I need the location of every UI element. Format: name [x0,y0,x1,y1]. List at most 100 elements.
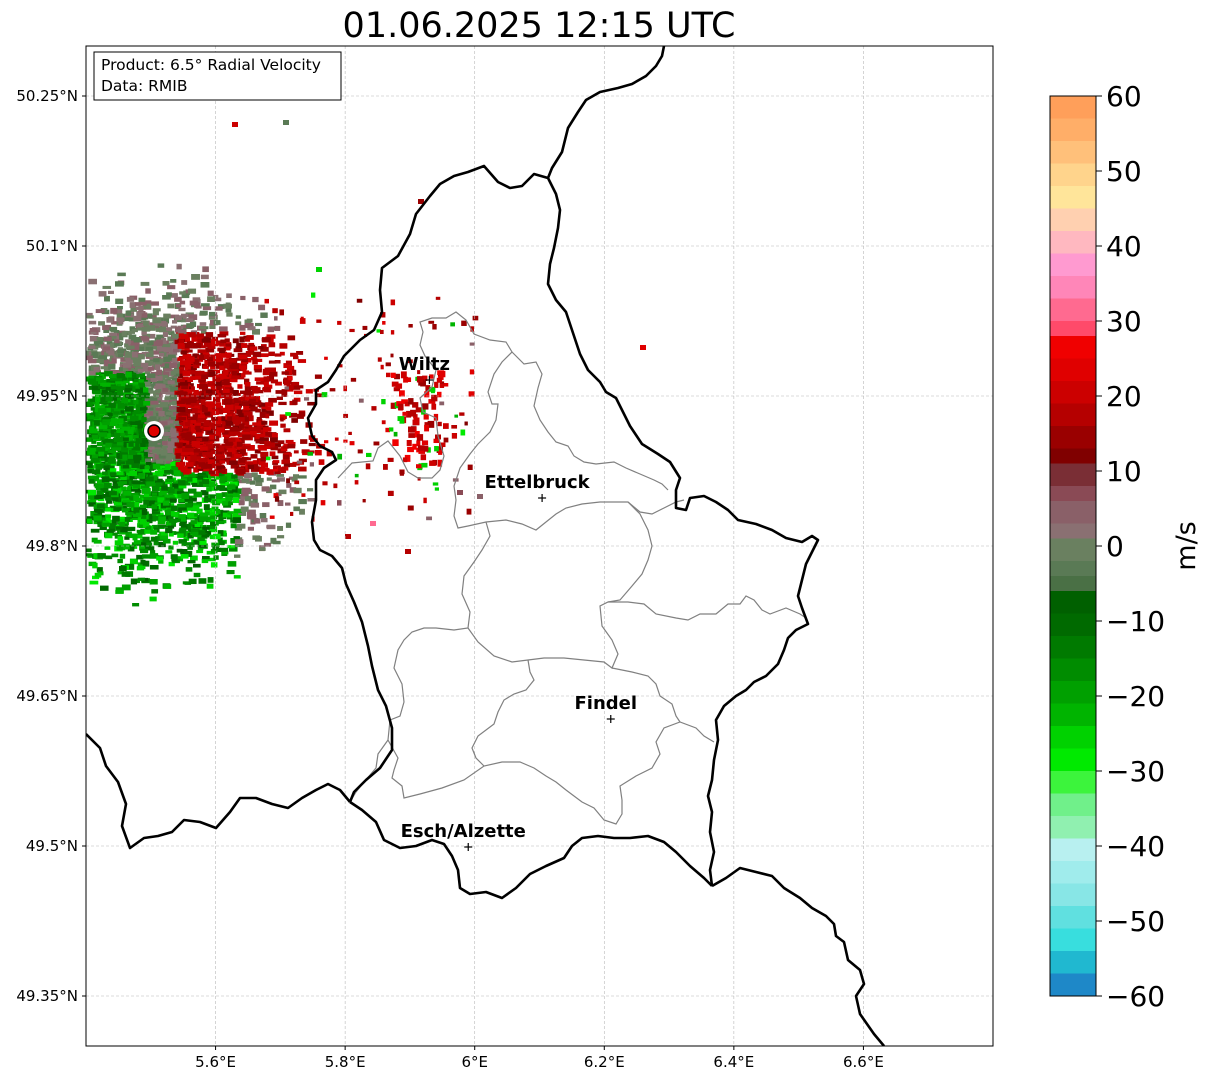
radar-echo-cell [224,472,234,479]
radar-echo-cell [90,330,97,335]
radar-echo-cell [170,511,180,518]
radar-echo-cell [202,436,209,442]
radar-echo-cell [130,421,137,425]
radar-echo-cell [91,351,99,357]
radar-echo-cell [168,332,175,336]
radar-echo-cell [140,411,149,416]
radar-echo-cell [333,483,338,489]
radar-echo-cell [236,402,242,408]
radar-echo-cell [165,395,174,401]
radar-echo-cell [160,384,166,389]
radar-echo-cell [184,343,192,349]
radar-echo-cell [89,335,99,342]
radar-echo-cell [183,468,190,475]
radar-echo-cell [94,358,102,363]
radar-echo-cell [134,366,143,371]
radar-echo-cell [410,409,417,417]
radar-echo-cell [217,537,223,542]
radar-echo-cell [265,413,270,419]
radar-echo-cell [219,424,227,430]
colorbar-band [1050,448,1096,464]
radar-echo-cell [149,596,157,602]
radar-echo-cell [171,417,178,422]
radar-echo-cell [251,402,258,406]
radar-echo-cell [88,495,96,500]
radar-echo-cell [133,426,142,432]
radar-echo-cell [389,427,394,432]
radar-echo-cell [223,362,230,369]
radar-echo-cell [178,416,187,421]
radar-echo-cell [119,481,127,485]
radar-echo-cell [121,331,127,337]
radar-echo-cell [288,462,297,467]
radar-echo-cell [116,440,123,447]
radar-echo-cell [165,478,175,483]
radar-echo-cell [196,481,205,488]
radar-echo-cell [165,401,174,405]
radar-echo-cell [117,272,126,277]
radar-echo-cell [291,418,298,423]
radar-echo-cell [86,553,93,557]
radar-echo-cell [418,199,424,204]
radar-echo-cell [94,483,104,489]
radar-echo-cell [424,424,430,432]
radar-echo-cell [270,537,277,544]
radar-echo-cell [291,385,301,390]
radar-echo-cell [197,338,204,343]
radar-echo-cell [170,293,178,298]
radar-echo-cell [301,493,306,497]
radar-echo-cell [133,378,141,382]
radar-echo-cell [179,520,187,524]
radar-echo-cell [222,457,229,462]
radar-echo-cell [431,394,438,402]
radar-echo-cell [217,361,226,367]
radar-echo-cell [169,482,175,488]
radar-echo-cell [136,414,143,420]
radar-echo-cell [255,322,262,327]
radar-echo-cell [94,494,103,500]
radar-echo-layer [86,120,646,607]
radar-echo-cell [187,512,195,518]
radar-echo-cell [167,354,176,359]
radar-echo-cell [156,457,164,464]
radar-echo-cell [205,347,215,353]
radar-echo-cell [365,463,371,470]
radar-echo-cell [119,553,126,559]
radar-echo-cell [164,426,171,430]
radar-echo-cell [167,495,175,500]
radar-echo-cell [148,441,158,447]
radar-echo-cell [242,434,251,440]
radar-echo-cell [184,551,192,557]
radar-echo-cell [224,436,230,440]
radar-echo-cell [230,457,237,461]
radar-echo-cell [234,405,242,412]
radar-echo-cell [244,323,254,328]
radar-echo-cell [113,355,121,359]
radar-echo-cell [133,337,143,343]
radar-echo-cell [88,345,96,350]
radar-echo-cell [146,448,153,453]
radar-echo-cell [181,318,187,323]
map-title: 01.06.2025 12:15 UTC [343,6,736,46]
radar-echo-cell [109,421,118,427]
radar-echo-cell [170,505,178,511]
radar-echo-cell [171,374,178,380]
radar-echo-cell [141,554,151,559]
radar-echo-cell [123,490,132,496]
radar-echo-cell [150,400,159,405]
radar-echo-cell [87,358,97,364]
radar-echo-cell [431,403,437,410]
radar-echo-cell [210,450,218,455]
radar-echo-cell [240,494,249,500]
canton-border-central [387,521,715,825]
radar-echo-cell [140,451,148,457]
radar-echo-cell [100,436,107,440]
radar-echo-cell [156,556,164,561]
radar-echo-cell [171,465,179,471]
radar-echo-cell [457,490,463,495]
radar-echo-cell [195,375,202,380]
radar-echo-cell [121,507,130,513]
radar-echo-cell [354,480,359,485]
radar-echo-cell [88,502,97,507]
radar-echo-cell [223,439,230,444]
